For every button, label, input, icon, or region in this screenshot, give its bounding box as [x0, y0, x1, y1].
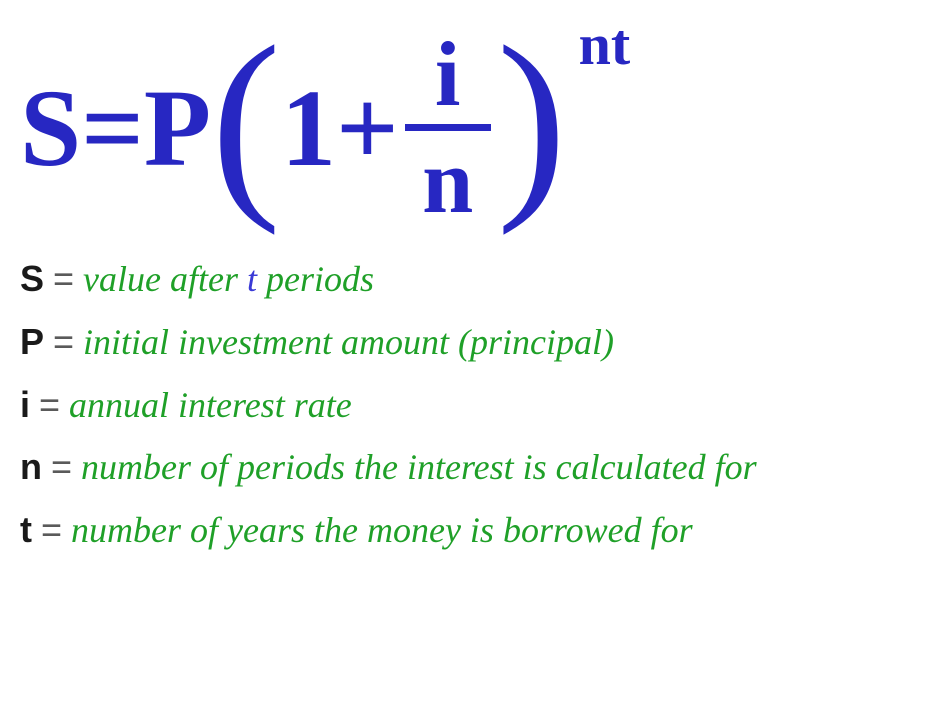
def-t-variable: t: [247, 259, 257, 299]
def-text: initial investment amount (principal): [83, 322, 614, 362]
def-symbol: S: [20, 258, 44, 299]
formula-equals: =: [81, 73, 144, 183]
formula-fraction: i n: [405, 28, 491, 227]
formula-rparen: ): [497, 57, 567, 183]
formula-numerator: i: [429, 28, 467, 120]
def-text: annual interest rate: [69, 385, 352, 425]
formula-plus: +: [336, 73, 399, 183]
def-equals: =: [53, 321, 74, 362]
def-equals: =: [39, 384, 60, 425]
def-equals: =: [51, 446, 72, 487]
definition-row: P = initial investment amount (principal…: [20, 314, 905, 371]
def-equals: =: [53, 258, 74, 299]
def-symbol: n: [20, 446, 42, 487]
definition-row: S = value after t periods: [20, 251, 905, 308]
def-text: number of periods the interest is calcul…: [81, 447, 757, 487]
def-text: value after t periods: [83, 259, 374, 299]
formula-one: 1: [281, 73, 336, 183]
def-equals: =: [41, 509, 62, 550]
definition-row: t = number of years the money is borrowe…: [20, 502, 905, 559]
compound-interest-formula: S = P ( 1 + i n ) nt: [20, 28, 905, 227]
definitions-list: S = value after t periods P = initial in…: [20, 251, 905, 559]
formula-exponent: nt: [579, 16, 631, 74]
def-symbol: t: [20, 509, 32, 550]
def-symbol: i: [20, 384, 30, 425]
formula-coef: P: [144, 73, 211, 183]
formula-lhs: S: [20, 73, 81, 183]
definition-row: n = number of periods the interest is ca…: [20, 439, 905, 496]
def-symbol: P: [20, 321, 44, 362]
def-text: number of years the money is borrowed fo…: [71, 510, 693, 550]
formula-denominator: n: [416, 135, 479, 227]
definition-row: i = annual interest rate: [20, 377, 905, 434]
formula-lparen: (: [211, 57, 281, 183]
